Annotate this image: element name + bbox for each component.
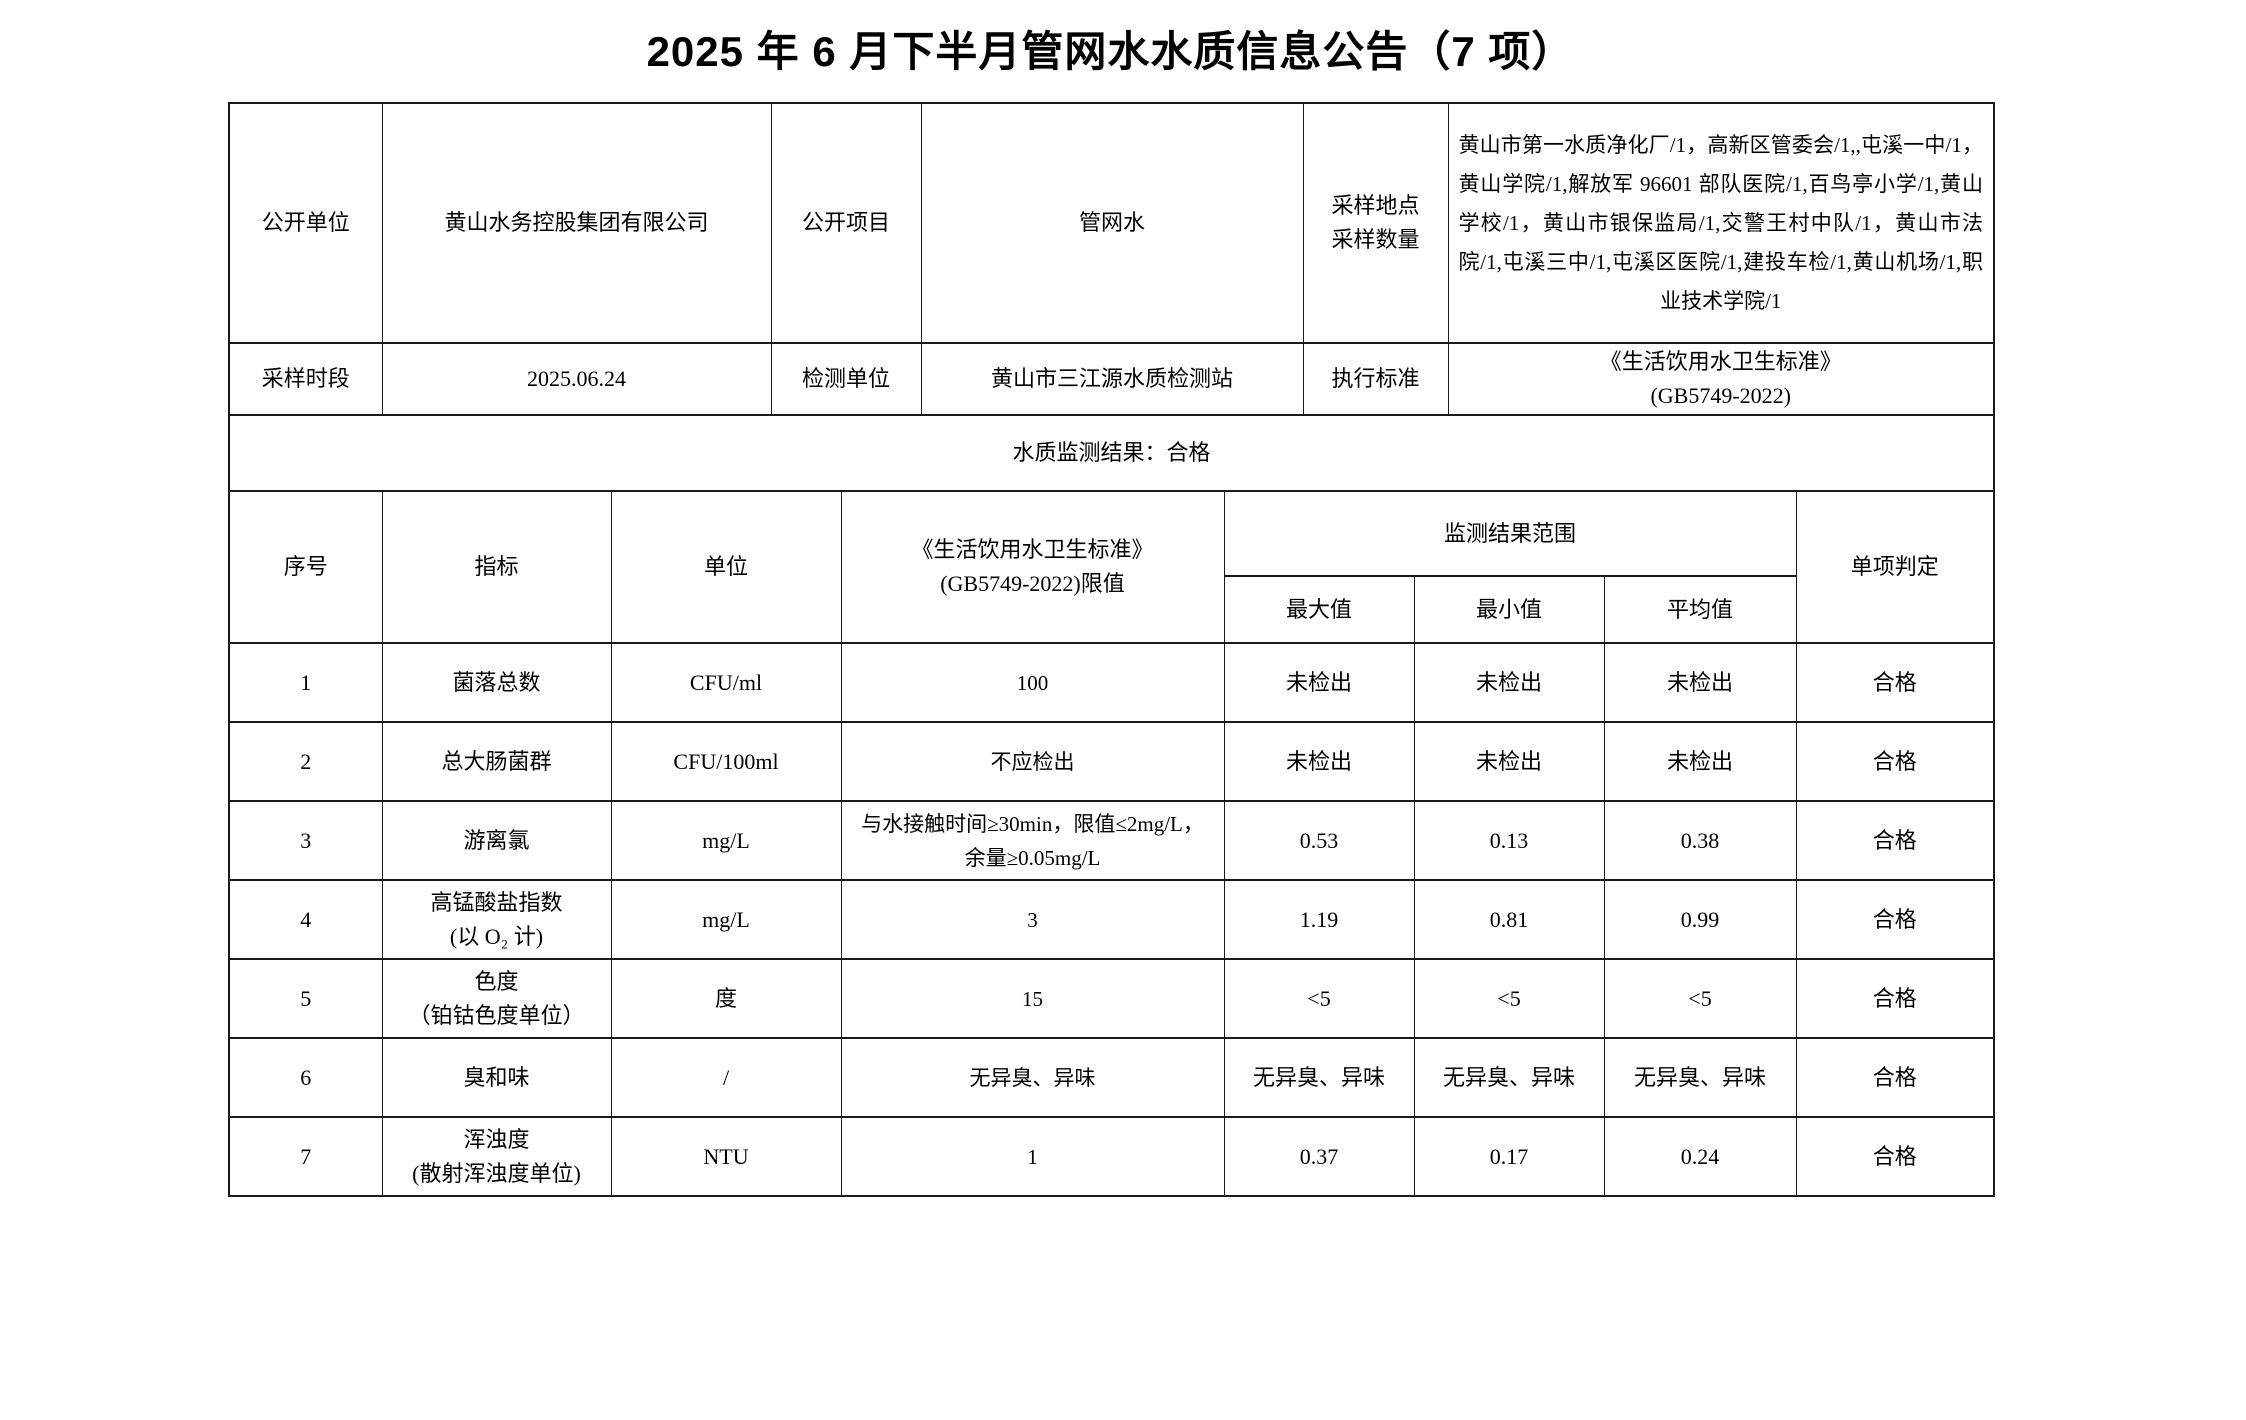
cell-limit: 15 <box>840 958 1225 1039</box>
results-body: 1 菌落总数 CFU/ml 100 未检出 未检出 未检出 合格 2 总大肠菌群 CFU/100ml… <box>228 642 1995 1197</box>
cell-indicator: 浑浊度 (散射浑浊度单位) <box>381 1116 612 1197</box>
cell-verdict: 合格 <box>1795 1037 1995 1118</box>
cell-min: 0.17 <box>1413 1116 1605 1197</box>
cell-limit: 100 <box>840 642 1225 723</box>
cell-verdict: 合格 <box>1795 721 1995 802</box>
testing-unit-label: 检测单位 <box>770 342 922 416</box>
header-indicator: 指标 <box>381 490 612 644</box>
table-row: 5 色度 （铂钴色度单位）度 15 <5 <5 <5 合格 <box>228 958 1995 1039</box>
sampling-sites-value: 黄山市第一水质净化厂/1，高新区管委会/1,,屯溪一中/1，黄山学院/1,解放军… <box>1447 102 1995 344</box>
announcement-document: 2025 年 6 月下半月管网水水质信息公告（7 项） 公开单位 黄山水务控股集… <box>228 0 1996 1197</box>
results-table: 序号 指标 单位 《生活饮用水卫生标准》 (GB5749-2022)限值 监测结… <box>228 490 1996 1197</box>
cell-no: 3 <box>228 800 383 881</box>
cell-indicator: 色度 （铂钴色度单位） <box>381 958 612 1039</box>
header-no: 序号 <box>228 490 383 644</box>
cell-no: 4 <box>228 879 383 960</box>
cell-limit: 无异臭、异味 <box>840 1037 1225 1118</box>
cell-verdict: 合格 <box>1795 958 1995 1039</box>
public-project-label: 公开项目 <box>770 102 922 344</box>
cell-indicator: 游离氯 <box>381 800 612 881</box>
cell-avg: 无异臭、异味 <box>1603 1037 1797 1118</box>
result-summary-row: 水质监测结果：合格 <box>228 414 1995 492</box>
cell-indicator: 高锰酸盐指数 (以 O₂ 计) <box>381 879 612 960</box>
header-min: 最小值 <box>1413 575 1605 644</box>
cell-min: <5 <box>1413 958 1605 1039</box>
cell-no: 2 <box>228 721 383 802</box>
table-row: 2 总大肠菌群 CFU/100ml 不应检出 未检出 未检出 未检出 合格 <box>228 721 1995 802</box>
standard-value: 《生活饮用水卫生标准》 (GB5749-2022) <box>1447 342 1995 416</box>
testing-unit-value: 黄山市三江源水质检测站 <box>920 342 1304 416</box>
cell-unit: NTU <box>610 1116 842 1197</box>
header-unit: 单位 <box>610 490 842 644</box>
cell-avg: 0.99 <box>1603 879 1797 960</box>
info-row-1: 公开单位 黄山水务控股集团有限公司 公开项目 管网水 采样地点 采样数量 黄山市… <box>228 102 1995 344</box>
public-project-value: 管网水 <box>920 102 1304 344</box>
cell-max: 1.19 <box>1223 879 1415 960</box>
cell-indicator: 菌落总数 <box>381 642 612 723</box>
cell-limit: 不应检出 <box>840 721 1225 802</box>
cell-max: 未检出 <box>1223 642 1415 723</box>
cell-indicator: 臭和味 <box>381 1037 612 1118</box>
cell-limit: 与水接触时间≥30min，限值≤2mg/L， 余量≥0.05mg/L <box>840 800 1225 881</box>
sampling-period-value: 2025.06.24 <box>381 342 772 416</box>
table-row: 7 浑浊度 (散射浑浊度单位) NTU 1 0.37 0.17 0.24 合格 <box>228 1116 1995 1197</box>
cell-unit: mg/L <box>610 879 842 960</box>
standard-label: 执行标准 <box>1302 342 1449 416</box>
cell-max: 无异臭、异味 <box>1223 1037 1415 1118</box>
cell-unit: mg/L <box>610 800 842 881</box>
cell-verdict: 合格 <box>1795 879 1995 960</box>
sampling-period-label: 采样时段 <box>228 342 383 416</box>
table-row: 3 游离氯 mg/L 与水接触时间≥30min，限值≤2mg/L， 余量≥0.05mg… <box>228 800 1995 881</box>
cell-no: 5 <box>228 958 383 1039</box>
header-limit: 《生活饮用水卫生标准》 (GB5749-2022)限值 <box>840 490 1225 644</box>
cell-avg: 未检出 <box>1603 721 1797 802</box>
page-title: 2025 年 6 月下半月管网水水质信息公告（7 项） <box>646 28 1575 75</box>
cell-verdict: 合格 <box>1795 642 1995 723</box>
cell-max: 未检出 <box>1223 721 1415 802</box>
cell-avg: 0.24 <box>1603 1116 1797 1197</box>
cell-unit: CFU/100ml <box>610 721 842 802</box>
table-row: 4 高锰酸盐指数 (以 O₂ 计) mg/L 3 1.19 0.81 0.99 合格 <box>228 879 1995 960</box>
cell-indicator: 总大肠菌群 <box>381 721 612 802</box>
public-unit-label: 公开单位 <box>228 102 383 344</box>
sampling-site-label: 采样地点 采样数量 <box>1302 102 1449 344</box>
cell-avg: 未检出 <box>1603 642 1797 723</box>
cell-min: 未检出 <box>1413 642 1605 723</box>
cell-max: 0.53 <box>1223 800 1415 881</box>
info-table: 公开单位 黄山水务控股集团有限公司 公开项目 管网水 采样地点 采样数量 黄山市… <box>228 102 1995 492</box>
cell-unit: / <box>610 1037 842 1118</box>
info-row-2: 采样时段 2025.06.24 检测单位 黄山市三江源水质检测站 执行标准 《生… <box>228 342 1995 416</box>
cell-limit: 1 <box>840 1116 1225 1197</box>
header-range-group: 监测结果范围 <box>1223 490 1797 577</box>
cell-verdict: 合格 <box>1795 1116 1995 1197</box>
header-verdict: 单项判定 <box>1795 490 1995 644</box>
table-row: 1 菌落总数 CFU/ml 100 未检出 未检出 未检出 合格 <box>228 642 1995 723</box>
cell-max: <5 <box>1223 958 1415 1039</box>
cell-no: 6 <box>228 1037 383 1118</box>
header-max: 最大值 <box>1223 575 1415 644</box>
cell-avg: <5 <box>1603 958 1797 1039</box>
result-summary: 水质监测结果：合格 <box>228 414 1995 492</box>
cell-limit: 3 <box>840 879 1225 960</box>
table-row: 6 臭和味 / 无异臭、异味 无异臭、异味 无异臭、异味 无异臭、异味 合格 <box>228 1037 1995 1118</box>
cell-min: 未检出 <box>1413 721 1605 802</box>
header-row-1: 序号 指标 单位 《生活饮用水卫生标准》 (GB5749-2022)限值 监测结… <box>228 490 1995 644</box>
header-avg: 平均值 <box>1603 575 1797 644</box>
cell-no: 7 <box>228 1116 383 1197</box>
cell-min: 0.81 <box>1413 879 1605 960</box>
cell-unit: 度 <box>610 958 842 1039</box>
cell-min: 0.13 <box>1413 800 1605 881</box>
header-row-2: 最大值 最小值 平均值 <box>229 575 1994 644</box>
public-unit-value: 黄山水务控股集团有限公司 <box>381 102 772 344</box>
cell-min: 无异臭、异味 <box>1413 1037 1605 1118</box>
cell-avg: 0.38 <box>1603 800 1797 881</box>
cell-max: 0.37 <box>1223 1116 1415 1197</box>
cell-unit: CFU/ml <box>610 642 842 723</box>
cell-verdict: 合格 <box>1795 800 1995 881</box>
cell-no: 1 <box>228 642 383 723</box>
